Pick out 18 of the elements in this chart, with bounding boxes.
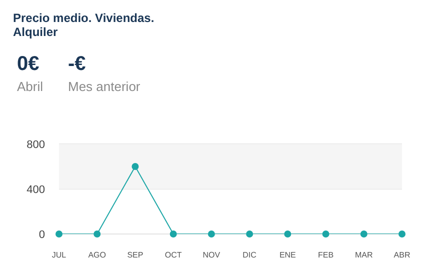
y-tick-label: 400 xyxy=(26,184,45,196)
y-tick-label: 800 xyxy=(26,138,45,151)
text: 0€ xyxy=(17,53,40,76)
text: -€ xyxy=(68,53,86,76)
x-tick-label: JUL xyxy=(52,250,67,260)
x-tick-label: OCT xyxy=(164,250,182,260)
x-tick-label: FEB xyxy=(318,250,334,260)
x-tick-label: DIC xyxy=(242,250,257,260)
text: Mes anterior xyxy=(68,79,140,94)
text: Abril xyxy=(17,79,44,94)
y-tick-label: 0 xyxy=(38,228,45,241)
x-tick-label: ABR xyxy=(394,250,410,260)
chart-title: Precio medio. Viviendas. Alquiler xyxy=(13,11,156,39)
x-tick-label: AGO xyxy=(88,250,106,260)
x-tick-label: ENE xyxy=(279,250,296,260)
x-tick-label: NOV xyxy=(202,250,221,260)
x-tick-label: SEP xyxy=(127,250,144,260)
x-tick-label: MAR xyxy=(355,250,373,260)
